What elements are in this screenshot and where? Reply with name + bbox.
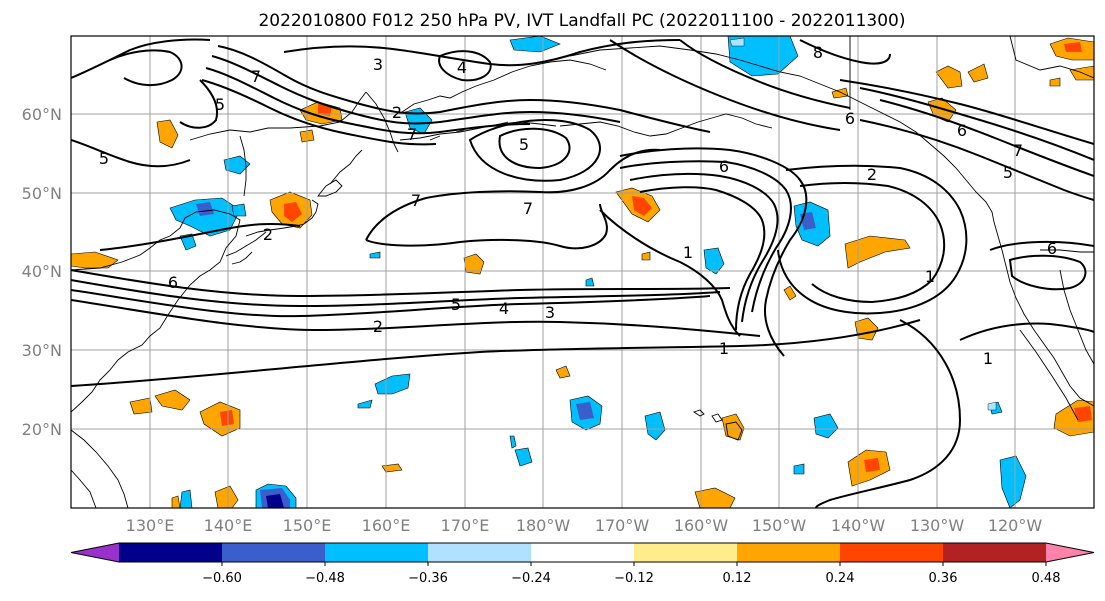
colorbar-outline [70, 542, 1095, 563]
contour-labels: 3 4 7 5 5 2 2 7 6 5 4 3 2 1 7 5 6 2 7 1 … [99, 43, 1057, 368]
colorbar-tick-label: −0.60 [202, 571, 242, 586]
lat-label: 50°N [22, 184, 62, 203]
colorbar: −0.60 −0.48 −0.36 −0.24 −0.12 0.12 0.24 0.36 0.4… [70, 542, 1095, 586]
map-frame [70, 35, 1095, 509]
latitude-labels: 60°N 50°N 40°N 30°N 20°N [22, 105, 62, 439]
colorbar-extend-min [71, 543, 119, 562]
colorbar-segment [119, 543, 223, 562]
map-panel: 3 4 7 5 5 2 2 7 6 5 4 3 2 1 7 5 6 2 7 1 … [71, 36, 1094, 508]
lon-label: 170°E [441, 516, 490, 535]
lat-label: 20°N [22, 420, 62, 439]
colorbar-tick-label: −0.24 [511, 571, 551, 586]
colorbar-segment [737, 543, 841, 562]
contour-label: 7 [407, 125, 417, 144]
colorbar-tick-label: 0.12 [723, 571, 752, 586]
colorbar-segment [222, 543, 326, 562]
colorbar-segment [325, 543, 429, 562]
lon-label: 130°E [126, 516, 175, 535]
longitude-labels: 130°E 140°E 150°E 160°E 170°E 180°W 170°… [126, 516, 1043, 535]
lat-label: 40°N [22, 262, 62, 281]
contour-label: 5 [99, 149, 109, 168]
contour-label: 5 [519, 135, 529, 154]
contour-label: 6 [1047, 239, 1057, 258]
lat-label: 60°N [22, 105, 62, 124]
contour-label: 5 [1003, 163, 1013, 182]
contour-label: 1 [925, 267, 935, 286]
contour-label: 1 [719, 339, 729, 358]
contour-label: 6 [719, 157, 729, 176]
contour-label: 5 [215, 95, 225, 114]
contour-label: 1 [983, 349, 993, 368]
lon-label: 140°E [204, 516, 253, 535]
contour-label: 6 [845, 109, 855, 128]
lon-label: 140°W [831, 516, 886, 535]
colorbar-segment [428, 543, 532, 562]
contour-label: 7 [251, 67, 261, 86]
colorbar-tick-label: −0.12 [614, 571, 654, 586]
contour-label: 1 [683, 243, 693, 262]
contour-label: 6 [957, 121, 967, 140]
contour-label: 7 [1013, 141, 1023, 160]
colorbar-tick-label: −0.48 [305, 571, 345, 586]
contour-label: 2 [373, 317, 383, 336]
contour-label: 3 [545, 303, 555, 322]
colorbar-extend-max [1046, 543, 1094, 562]
lon-label: 170°W [595, 516, 650, 535]
coastlines [71, 36, 1094, 508]
colorbar-segment [840, 543, 944, 562]
lat-label: 30°N [22, 341, 62, 360]
contour-label: 4 [457, 58, 467, 77]
lon-label: 120°W [988, 516, 1043, 535]
colorbar-tick-label: −0.36 [408, 571, 448, 586]
contour-label: 6 [168, 273, 178, 292]
lon-label: 150°W [752, 516, 807, 535]
contour-label: 2 [263, 225, 273, 244]
colorbar-segment [634, 543, 738, 562]
contour-label: 8 [813, 43, 823, 62]
contour-label: 2 [867, 165, 877, 184]
lon-label: 160°W [674, 516, 729, 535]
lon-label: 150°E [283, 516, 332, 535]
colorbar-tick-label: 0.36 [929, 571, 958, 586]
contour-label: 7 [523, 199, 533, 218]
contour-label: 7 [411, 191, 421, 210]
lon-label: 130°W [910, 516, 965, 535]
figure-title: 2022010800 F012 250 hPa PV, IVT Landfall… [258, 11, 905, 31]
pv-contours [71, 38, 1094, 508]
colorbar-tick-label: 0.24 [826, 571, 855, 586]
contour-label: 2 [392, 103, 402, 122]
contour-label: 5 [451, 295, 461, 314]
lon-label: 180°W [516, 516, 571, 535]
colorbar-segment [943, 543, 1047, 562]
colorbar-tick-label: 0.48 [1032, 571, 1061, 586]
contour-label: 3 [373, 55, 383, 74]
contour-label: 4 [499, 299, 509, 318]
lon-label: 160°E [362, 516, 411, 535]
colorbar-segment [531, 543, 635, 562]
